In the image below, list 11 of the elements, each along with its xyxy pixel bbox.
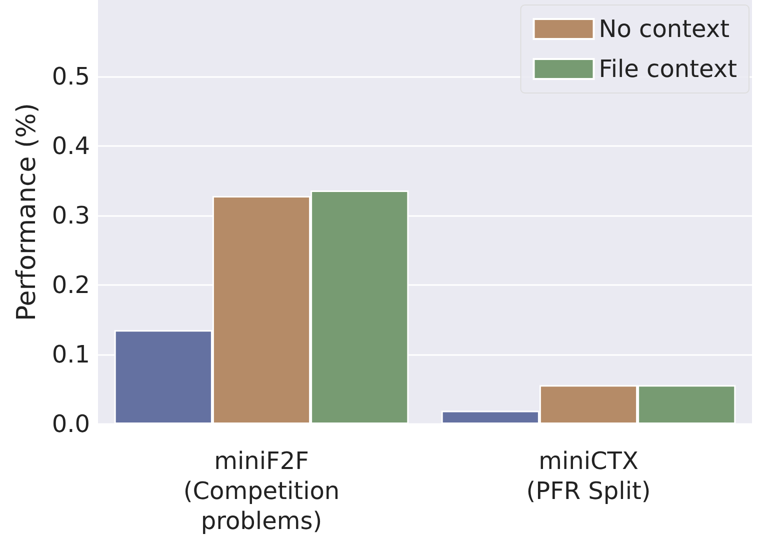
x-tick-label: miniF2F (Competition problems) [183,447,340,535]
x-tick-label: miniCTX (PFR Split) [526,447,651,505]
y-tick-label: 0.3 [52,201,90,230]
legend-label: File context [598,55,738,83]
legend-label: No context [598,15,730,43]
y-tick-label: 0.0 [52,410,90,438]
y-tick-label: 0.4 [52,132,90,160]
y-tick-label: 0.1 [52,340,90,368]
y-tick-label: 0.2 [52,270,90,299]
y-tick-label: 0.5 [52,62,90,90]
y-axis-title: Performance (%) [12,102,42,322]
